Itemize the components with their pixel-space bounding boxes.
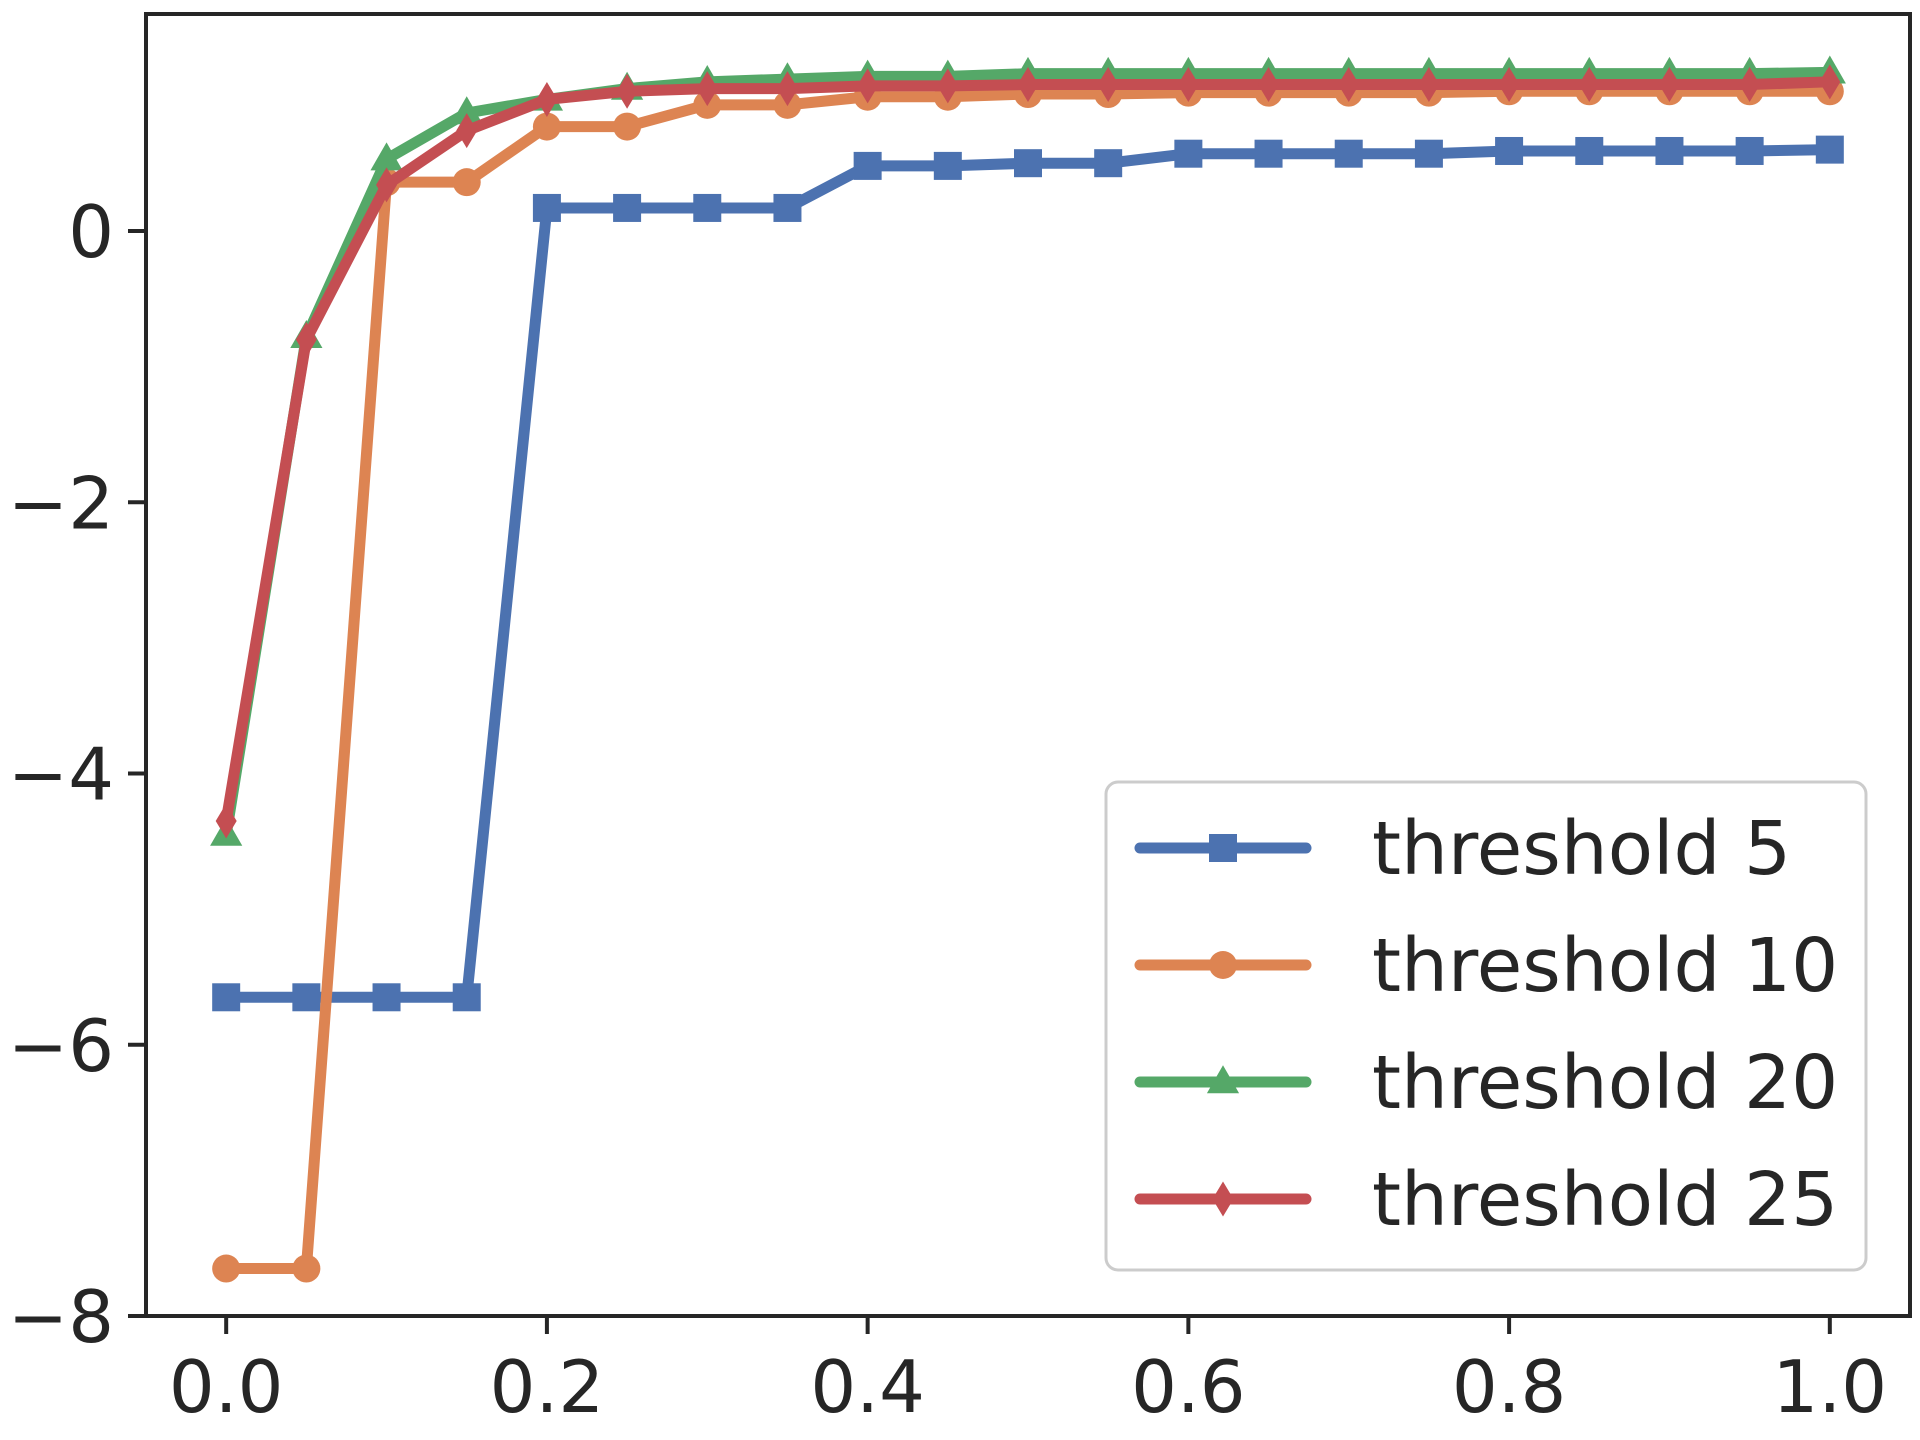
data-point — [773, 193, 802, 222]
legend-label: threshold 25 — [1372, 1157, 1838, 1243]
data-point — [1258, 67, 1280, 103]
data-point — [1017, 67, 1039, 103]
data-point — [1819, 64, 1841, 100]
data-point — [613, 112, 642, 141]
data-point — [370, 142, 403, 171]
x-tick-label: 0.0 — [169, 1345, 284, 1429]
data-point — [853, 151, 882, 180]
data-point — [372, 983, 401, 1012]
data-point — [1739, 67, 1761, 103]
y-axis: 0 −2 −4 −6 −8 — [8, 190, 146, 1359]
data-point — [212, 983, 241, 1012]
data-point — [452, 168, 481, 197]
data-point — [1658, 67, 1680, 103]
data-point — [1177, 67, 1199, 103]
x-tick-label: 0.4 — [810, 1345, 925, 1429]
data-point — [212, 1254, 241, 1283]
data-point — [1735, 136, 1764, 165]
data-point — [536, 81, 558, 117]
legend-entry: threshold 25 — [1134, 1157, 1838, 1243]
x-axis: 0.0 0.2 0.4 0.6 0.8 1.0 — [169, 1316, 1887, 1429]
data-point — [456, 113, 478, 149]
data-point — [937, 68, 959, 104]
data-point — [1174, 139, 1203, 168]
legend-label: threshold 5 — [1372, 806, 1791, 892]
y-tick-label: 0 — [68, 190, 114, 274]
data-point — [1254, 139, 1283, 168]
plot-frame — [144, 12, 1912, 1318]
data-point — [1094, 149, 1123, 178]
legend-entry: threshold 5 — [1134, 806, 1791, 892]
data-point — [1418, 67, 1440, 103]
data-point — [693, 193, 722, 222]
legend: threshold 5 threshold 10 threshold 20 thres… — [1104, 780, 1868, 1272]
legend-frame — [1104, 780, 1868, 1272]
data-point — [1655, 136, 1684, 165]
data-point — [376, 167, 398, 203]
legend-marker — [1206, 1065, 1240, 1094]
y-tick-label: −6 — [8, 1004, 114, 1088]
x-tick-label: 0.8 — [1452, 1345, 1567, 1429]
data-point — [616, 73, 638, 109]
x-tick-label: 0.2 — [490, 1345, 605, 1429]
legend-entry: threshold 10 — [1134, 923, 1838, 1009]
x-tick-label: 1.0 — [1773, 1345, 1888, 1429]
legend-marker — [1209, 834, 1237, 862]
data-point — [215, 803, 237, 839]
data-point — [857, 68, 879, 104]
legend-label: threshold 10 — [1372, 923, 1838, 1009]
data-point — [1495, 136, 1524, 165]
data-point — [1414, 139, 1443, 168]
y-tick-label: −4 — [8, 733, 114, 817]
data-point — [1575, 136, 1604, 165]
data-point — [776, 71, 798, 107]
data-point — [295, 322, 317, 357]
data-point — [696, 71, 718, 107]
x-tick-label: 0.6 — [1131, 1345, 1246, 1429]
series-1 — [212, 135, 1844, 1012]
legend-entry: threshold 20 — [1134, 1040, 1838, 1126]
data-point — [613, 193, 642, 222]
data-point — [1334, 139, 1363, 168]
data-point — [532, 112, 561, 141]
data-point — [933, 151, 962, 180]
data-point — [1338, 67, 1360, 103]
y-tick-label: −8 — [8, 1275, 114, 1359]
data-point — [452, 983, 481, 1012]
legend-label: threshold 20 — [1372, 1040, 1838, 1126]
data-point — [450, 96, 483, 125]
data-point — [532, 193, 561, 222]
y-tick-label: −2 — [8, 461, 114, 545]
data-point — [1815, 135, 1844, 164]
data-point — [292, 1254, 321, 1283]
legend-marker — [1212, 1181, 1234, 1217]
data-point — [1578, 67, 1600, 103]
data-point — [1014, 149, 1042, 178]
data-point — [1097, 67, 1119, 103]
series-4 — [215, 64, 1841, 839]
data-point — [292, 983, 321, 1012]
plot-series-group — [210, 55, 1846, 1283]
legend-marker — [1209, 951, 1237, 979]
data-point — [1498, 67, 1520, 103]
